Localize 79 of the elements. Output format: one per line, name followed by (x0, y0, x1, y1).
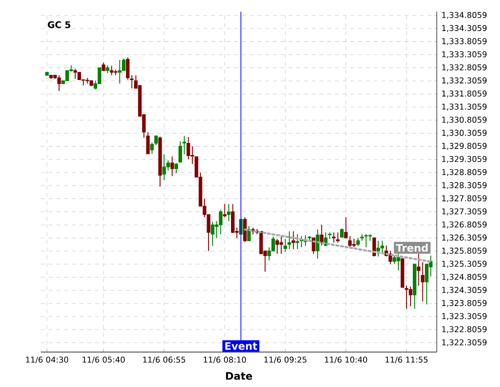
y-tick-label: 1,327.8059 (442, 195, 487, 202)
candlestick (364, 234, 368, 248)
y-tick-label: 1,322.3059 (442, 339, 487, 346)
candlestick (231, 204, 235, 234)
y-tick-label: 1,325.8059 (442, 248, 487, 255)
candlestick (178, 140, 182, 163)
x-tick-label: 11/6 05:40 (82, 356, 125, 364)
candlestick (126, 57, 130, 80)
candlestick (336, 232, 340, 244)
text: GC 5 (48, 21, 70, 28)
candlestick (408, 286, 412, 307)
y-tick-label: 1,329.8059 (442, 142, 487, 150)
candlestick (130, 74, 134, 89)
x-axis-title: Date (226, 372, 252, 380)
y-tick-label: 1,326.3059 (442, 234, 487, 242)
y-tick-label: 1,325.3059 (442, 260, 487, 268)
y-tick-label: 1,333.8059 (442, 38, 487, 46)
y-tick-label: 1,330.8059 (442, 116, 487, 124)
candlestick (186, 136, 190, 160)
x-tick-label: 11/6 11:55 (386, 356, 428, 364)
candlestick (376, 240, 380, 257)
candlestick (122, 58, 126, 72)
candlestick (316, 229, 320, 260)
candlestick (424, 264, 428, 305)
candlestick (210, 222, 214, 247)
y-tick-label: 1,330.3059 (442, 130, 487, 137)
candlestick (320, 224, 324, 246)
y-tick-label: 1,334.3059 (442, 25, 487, 32)
candlestick (348, 236, 352, 248)
candlestick (259, 231, 263, 254)
y-tick-label: 1,331.8059 (442, 90, 487, 98)
x-tick-label: 11/6 09:25 (264, 356, 306, 364)
candlestick (275, 238, 280, 254)
y-tick-label: 1,322.8059 (442, 326, 487, 334)
candlestick (222, 204, 226, 218)
y-tick-label: 1,331.3059 (442, 104, 487, 111)
y-tick-label: 1,328.8059 (442, 169, 487, 176)
candlestick (146, 132, 150, 154)
series-label: Trend (396, 244, 428, 252)
candlestick (344, 216, 348, 238)
candlestick (150, 142, 154, 154)
annotation: Event (225, 342, 258, 350)
candlestick (218, 209, 222, 235)
candlestick (110, 65, 114, 76)
y-tick-label: 1,326.8059 (442, 222, 487, 228)
candlestick (420, 262, 424, 302)
candlestick (166, 160, 170, 172)
y-tick-label: 1,328.3059 (442, 182, 487, 190)
candlestick (174, 162, 178, 174)
y-tick-label: 1,329.3059 (442, 156, 487, 163)
candlestick (396, 253, 400, 271)
candlestick (404, 285, 408, 310)
x-tick-label: 11/6 10:40 (325, 356, 368, 364)
x-tick-label: 11/6 06:55 (143, 356, 186, 364)
candlestick (380, 240, 384, 254)
candlestick (296, 234, 300, 250)
y-tick-label: 1,324.8059 (442, 274, 487, 281)
x-tick-label: 11/6 08:10 (204, 356, 246, 364)
y-tick-label: 1,327.3059 (442, 208, 487, 216)
candlestick (118, 60, 122, 84)
candlestick (368, 234, 372, 242)
candlestick (170, 156, 174, 177)
y-tick-label: 1,332.8059 (442, 64, 487, 72)
candlestick (340, 228, 344, 238)
candlestick (154, 135, 158, 146)
candlestick (57, 74, 61, 92)
y-tick-label: 1,332.3059 (442, 77, 487, 84)
candlestick (284, 238, 288, 253)
y-tick-label: 1,323.8059 (442, 300, 487, 307)
candlestick (162, 154, 166, 181)
candlestick (292, 230, 296, 250)
y-tick-label: 1,333.3059 (442, 51, 487, 58)
y-tick-label: 1,324.3059 (442, 287, 487, 294)
candlestick (226, 204, 231, 222)
y-tick-label: 1,323.3059 (442, 313, 487, 320)
y-tick-label: 1,334.8059 (442, 12, 487, 19)
x-tick-label: 11/6 04:30 (26, 356, 68, 364)
candlestick (73, 68, 78, 80)
candlestick (182, 136, 186, 155)
